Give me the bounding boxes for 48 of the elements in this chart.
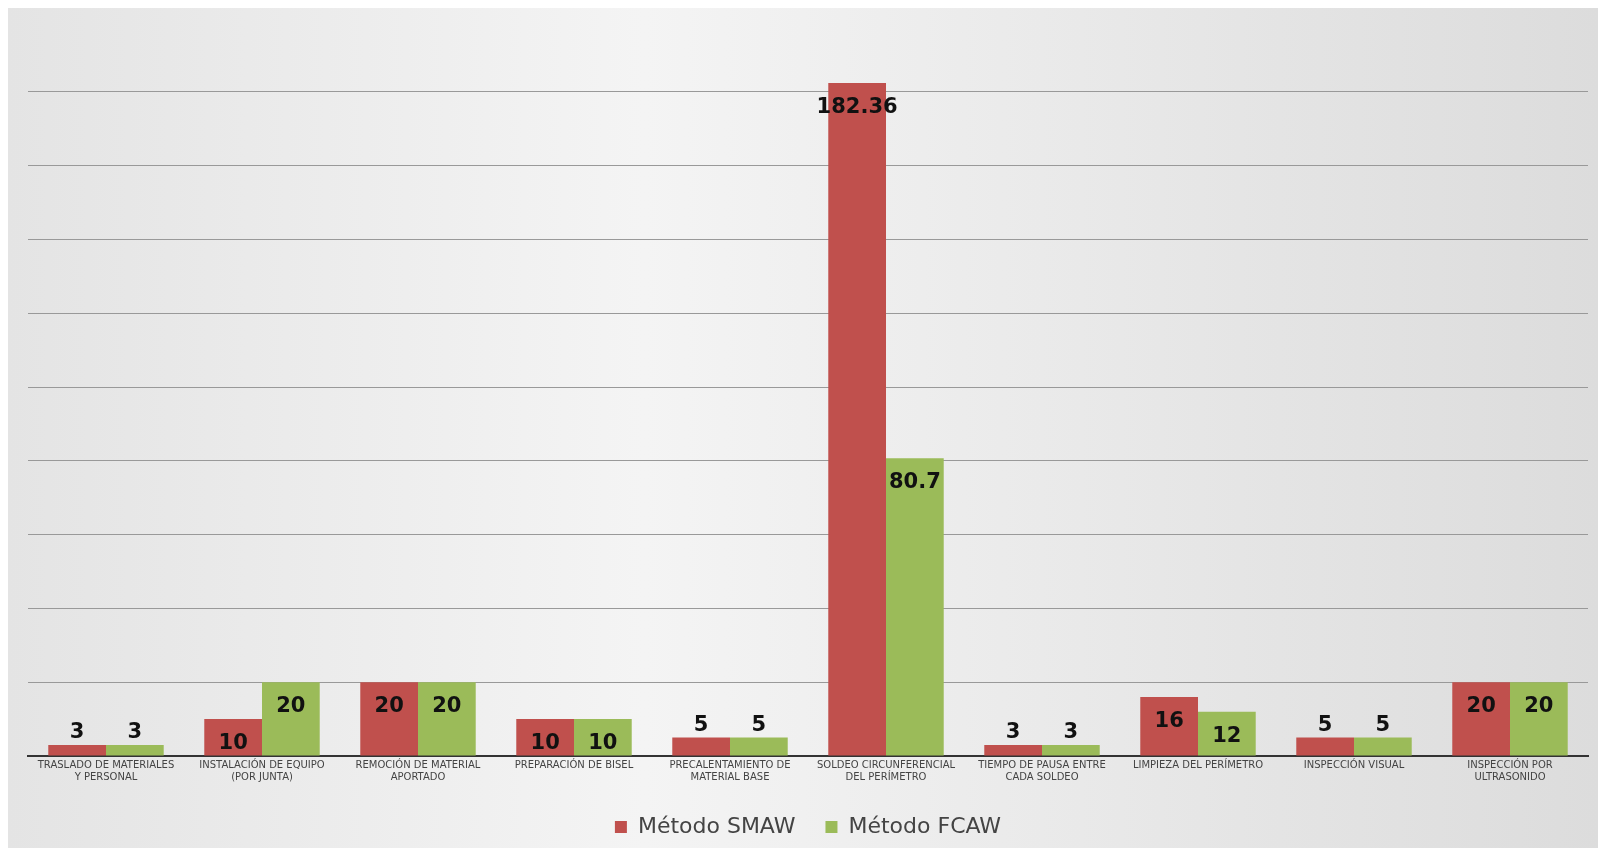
bar bbox=[360, 682, 418, 756]
data-label: 5 bbox=[693, 711, 709, 736]
x-tick-label: TRASLADO DE MATERIALES Y PERSONAL bbox=[36, 758, 175, 782]
x-tick-label: PRECALENTAMIENTO DE MATERIAL BASE bbox=[669, 758, 791, 782]
bar bbox=[1354, 737, 1412, 756]
bar bbox=[730, 737, 788, 756]
data-label: 20 bbox=[1466, 693, 1496, 718]
data-label: 20 bbox=[432, 693, 462, 718]
data-label: 5 bbox=[1317, 711, 1333, 736]
data-label: 3 bbox=[127, 718, 143, 743]
x-tick-label: INSPECCIÓN POR ULTRASONIDO bbox=[1467, 757, 1553, 782]
legend-label: Método SMAW bbox=[637, 812, 796, 838]
bar bbox=[672, 737, 730, 756]
data-label: 80.7 bbox=[888, 469, 941, 494]
x-tick-label: REMOCIÓN DE MATERIAL APORTADO bbox=[355, 757, 481, 782]
data-label: 5 bbox=[751, 711, 767, 736]
bar bbox=[418, 682, 476, 756]
data-label: 16 bbox=[1154, 707, 1184, 732]
data-label: 3 bbox=[1063, 718, 1079, 743]
data-label: 3 bbox=[69, 718, 85, 743]
bar bbox=[1452, 682, 1510, 756]
data-label: 20 bbox=[276, 693, 306, 718]
data-label: 3 bbox=[1005, 718, 1021, 743]
data-label: 5 bbox=[1375, 711, 1391, 736]
bar bbox=[984, 744, 1042, 756]
bar bbox=[1198, 711, 1256, 756]
x-tick-label: INSTALACIÓN DE EQUIPO (POR JUNTA) bbox=[199, 757, 325, 782]
bar bbox=[1140, 696, 1198, 756]
bar bbox=[1510, 682, 1568, 756]
data-label: 10 bbox=[588, 730, 618, 755]
x-tick-label: TIEMPO DE PAUSA ENTRE CADA SOLDEO bbox=[977, 758, 1106, 782]
data-label: 10 bbox=[530, 730, 560, 755]
bar bbox=[574, 719, 632, 756]
bar bbox=[1042, 744, 1100, 756]
bar bbox=[886, 458, 944, 756]
bar bbox=[1296, 737, 1354, 756]
data-label: 12 bbox=[1212, 722, 1242, 747]
x-tick-label: INSPECCIÓN VISUAL bbox=[1303, 757, 1405, 770]
x-tick-label: PREPARACIÓN DE BISEL bbox=[514, 757, 634, 770]
data-label: 10 bbox=[218, 730, 248, 755]
x-tick-label: LIMPIEZA DEL PERÍMETRO bbox=[1132, 757, 1264, 770]
bar bbox=[262, 682, 320, 756]
data-label: 20 bbox=[1524, 693, 1554, 718]
x-tick-label: SOLDEO CIRCUNFERENCIAL DEL PERÍMETRO bbox=[816, 758, 956, 782]
bar bbox=[106, 744, 164, 756]
data-label: 20 bbox=[374, 693, 404, 718]
bar bbox=[48, 744, 106, 756]
legend-label: Método FCAW bbox=[848, 812, 1002, 838]
